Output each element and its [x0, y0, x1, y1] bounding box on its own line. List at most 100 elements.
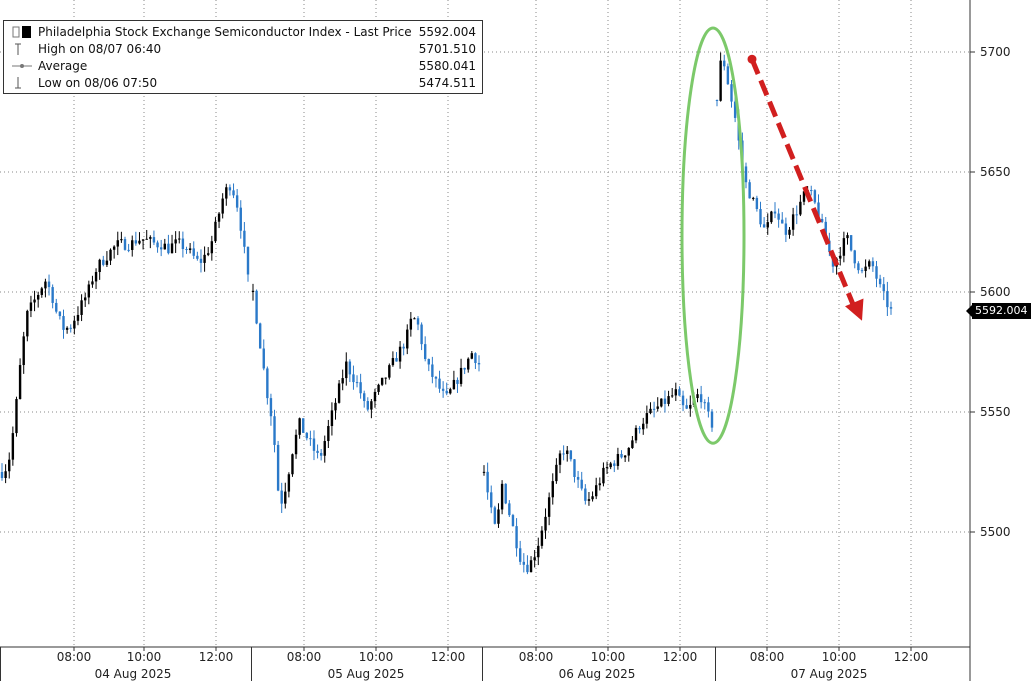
candle — [355, 375, 359, 388]
candle-body — [76, 314, 80, 321]
candle-body — [138, 240, 141, 244]
candle — [551, 473, 554, 505]
candle-body — [558, 453, 562, 465]
candle-body — [470, 353, 474, 359]
candle — [255, 289, 258, 325]
candle-body — [649, 408, 652, 414]
candle-body — [540, 530, 544, 546]
candle-body — [380, 377, 384, 385]
legend-title-row: Philadelphia Stock Exchange Semiconducto… — [12, 24, 476, 40]
candle-body — [846, 235, 849, 239]
candle-body — [788, 229, 791, 235]
candle-body — [341, 378, 344, 384]
candle-body — [345, 361, 348, 379]
candle-body — [109, 249, 112, 261]
candle-body — [44, 281, 47, 289]
candle — [380, 377, 384, 387]
x-tick-label: 12:00 — [431, 650, 466, 664]
candle-body — [566, 450, 569, 454]
candle-body — [839, 255, 842, 259]
candle — [84, 292, 87, 307]
candle — [886, 281, 889, 317]
x-day-label: 05 Aug 2025 — [328, 667, 405, 681]
candle-body — [620, 453, 623, 458]
candle-body — [316, 450, 319, 453]
candle-body — [781, 219, 784, 224]
legend-row-low: Low on 08/06 07:50 5474.511 — [12, 75, 476, 91]
candle-body — [280, 490, 283, 504]
candle-body — [420, 324, 423, 345]
candle — [427, 358, 430, 372]
x-day-label: 04 Aug 2025 — [95, 667, 172, 681]
candle-body — [373, 391, 377, 402]
candle-body — [715, 100, 719, 101]
candle — [445, 382, 448, 396]
candle — [613, 460, 616, 473]
high-tick-icon — [15, 43, 21, 55]
candle — [298, 417, 301, 439]
candle — [33, 290, 36, 312]
candle-body — [105, 260, 109, 265]
candle-body — [134, 240, 138, 244]
candle-body — [656, 406, 659, 409]
candle-body — [348, 361, 352, 375]
candle-body — [309, 438, 312, 440]
legend-average-value: 5580.041 — [418, 59, 476, 73]
candle — [323, 435, 326, 463]
candle-body — [188, 248, 192, 251]
candle — [330, 402, 334, 436]
candle — [678, 386, 681, 396]
candle — [359, 373, 362, 399]
candle-body — [302, 418, 305, 433]
candle-body — [69, 327, 72, 329]
candle — [449, 387, 452, 395]
candle — [178, 231, 181, 244]
candle-body — [33, 299, 36, 303]
candle-body — [777, 213, 780, 220]
candle-body — [544, 516, 547, 531]
candle-body — [522, 561, 526, 565]
candle-body — [51, 287, 54, 303]
candle — [294, 429, 298, 459]
candle — [860, 267, 864, 274]
candle — [395, 352, 398, 362]
candle-body — [294, 434, 298, 455]
candle-body — [225, 187, 228, 199]
candle-body — [547, 497, 551, 517]
candle — [366, 397, 369, 412]
candle — [707, 396, 710, 418]
candle-body — [719, 60, 722, 101]
candle — [799, 194, 802, 217]
candle — [670, 387, 674, 398]
candle — [29, 295, 33, 318]
candle-body — [689, 404, 692, 409]
candle-body — [752, 197, 755, 199]
candle — [878, 274, 882, 288]
candle-body — [4, 471, 7, 478]
candle-body — [660, 398, 663, 407]
candle-body — [398, 346, 402, 362]
candle — [558, 450, 562, 474]
candle-body — [584, 488, 587, 501]
candle — [423, 336, 427, 362]
candle-body — [459, 367, 463, 384]
candle-body — [203, 254, 206, 263]
candle-body — [799, 201, 802, 215]
x-day-label: 07 Aug 2025 — [791, 667, 868, 681]
candle-body — [511, 515, 515, 527]
candle-body — [526, 564, 529, 573]
candle — [120, 231, 123, 243]
candle-body — [555, 464, 558, 482]
candle — [47, 274, 51, 296]
candle-body — [562, 453, 565, 455]
candle — [699, 385, 703, 409]
candle-body — [15, 399, 18, 434]
candle-body — [319, 452, 323, 456]
candle — [243, 222, 246, 254]
candle-body — [80, 300, 83, 315]
candle — [434, 375, 438, 388]
candle — [616, 447, 620, 470]
candle-body — [334, 402, 337, 411]
candle — [638, 425, 641, 434]
candle — [634, 425, 638, 444]
